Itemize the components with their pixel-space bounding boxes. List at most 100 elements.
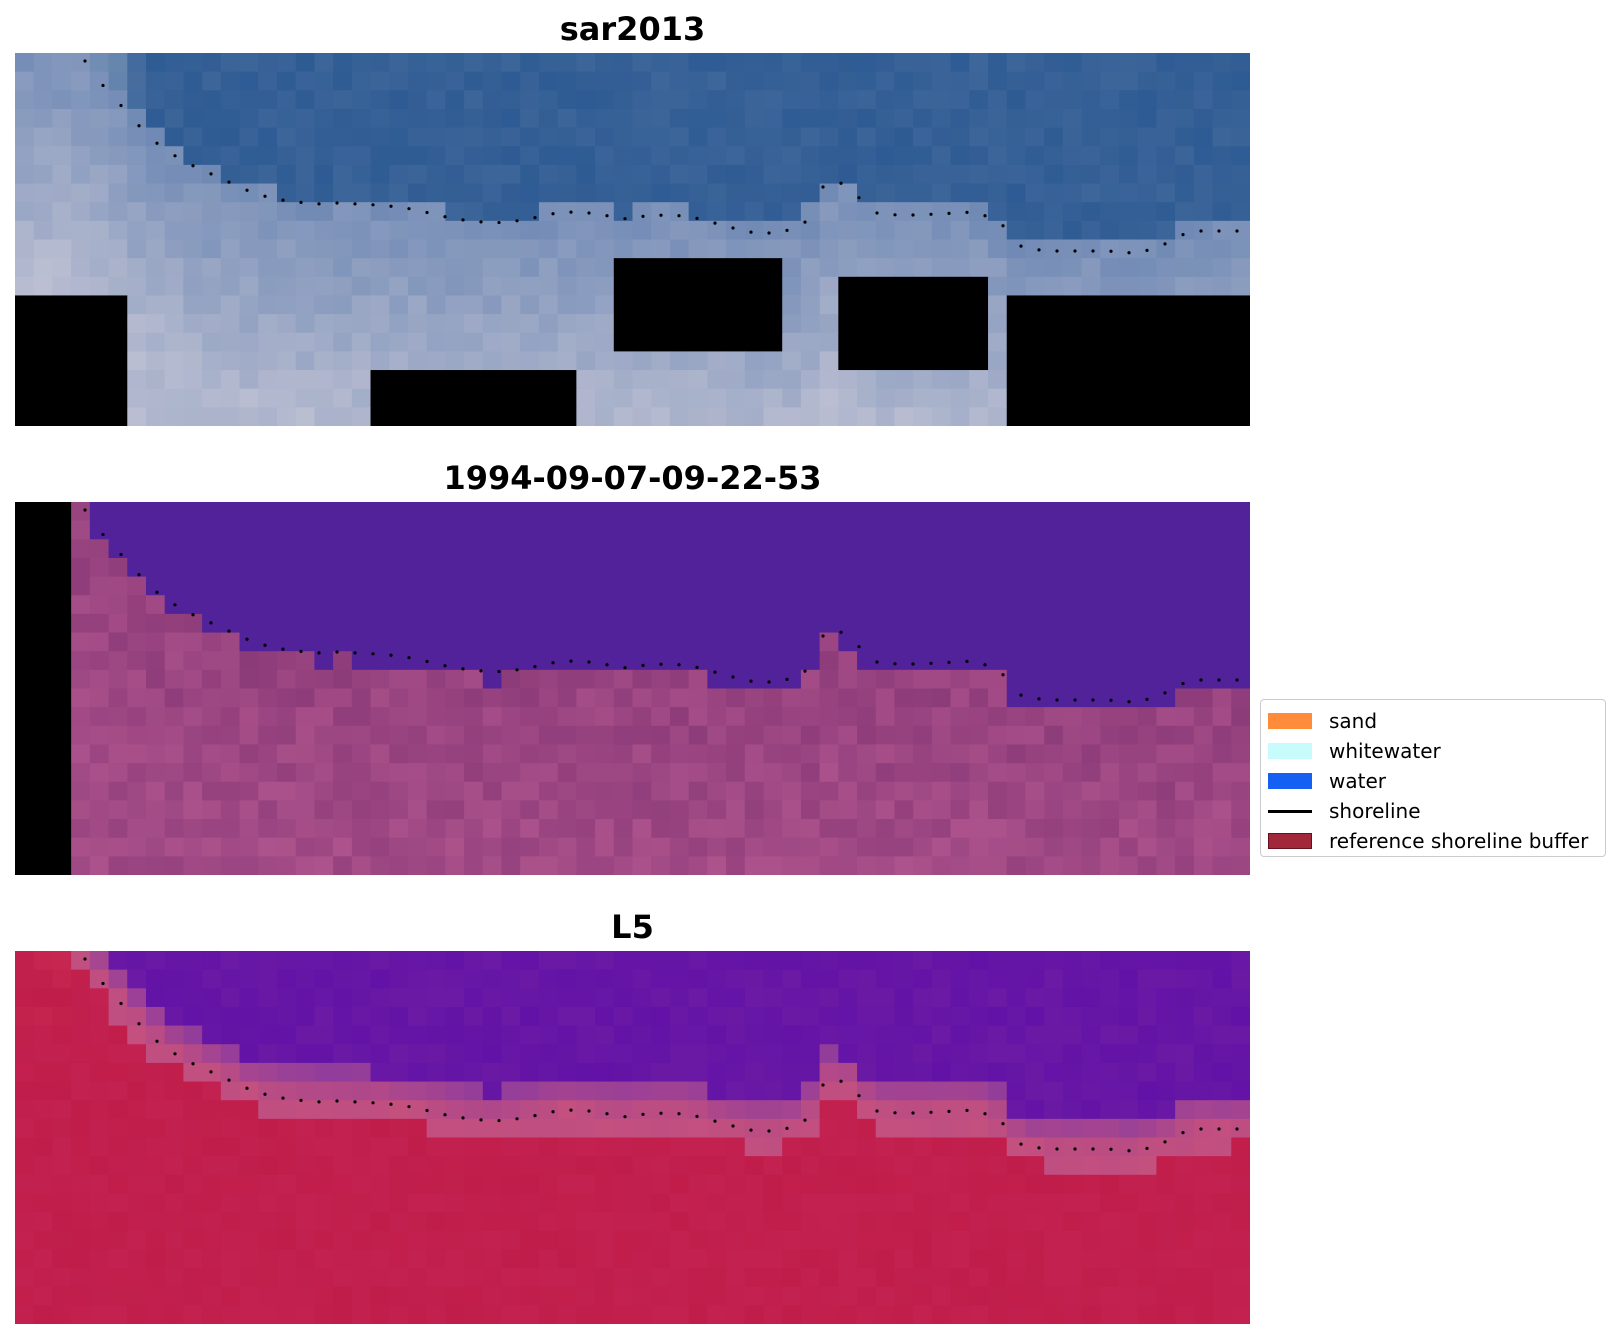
rgb-pixel	[202, 407, 222, 426]
class-pixel	[370, 520, 390, 540]
rgb-pixel	[258, 332, 278, 352]
class-pixel	[127, 744, 147, 764]
class-pixel	[707, 613, 727, 634]
class-pixel	[1193, 520, 1214, 540]
class-pixel	[538, 520, 559, 540]
class-pixel	[857, 502, 877, 522]
rgb-pixel	[632, 370, 652, 390]
rgb-pixel	[1006, 146, 1027, 166]
class-pixel	[1175, 800, 1195, 820]
index-pixel	[1081, 1174, 1101, 1195]
rgb-pixel	[782, 239, 802, 259]
rgb-pixel	[875, 370, 896, 390]
rgb-pixel	[1100, 127, 1120, 147]
rgb-pixel	[988, 276, 1008, 297]
class-pixel	[913, 725, 933, 746]
class-pixel	[1212, 725, 1232, 746]
index-pixel	[894, 1286, 914, 1306]
index-pixel	[931, 1025, 952, 1045]
class-pixel	[538, 725, 559, 746]
rgb-pixel	[52, 332, 72, 352]
rgb-pixel	[33, 407, 54, 426]
class-pixel	[1044, 502, 1064, 522]
rgb-pixel	[1100, 388, 1120, 408]
rgb-pixel	[183, 220, 203, 241]
rgb-pixel	[838, 388, 858, 408]
index-pixel	[557, 1230, 577, 1250]
rgb-pixel	[520, 90, 540, 110]
index-pixel	[258, 1081, 278, 1101]
class-pixel	[1231, 819, 1250, 839]
index-pixel	[1006, 969, 1027, 989]
class-pixel	[239, 651, 259, 671]
shoreline-point	[1001, 1122, 1005, 1126]
class-pixel	[576, 557, 596, 578]
class-pixel	[1137, 725, 1158, 746]
rgb-pixel	[482, 351, 503, 371]
shoreline-point	[587, 660, 591, 664]
rgb-pixel	[1081, 220, 1101, 241]
class-pixel	[576, 595, 596, 615]
rgb-pixel	[1231, 146, 1250, 166]
rgb-pixel	[988, 332, 1008, 352]
class-pixel	[1193, 837, 1214, 857]
rgb-pixel	[595, 220, 615, 241]
class-pixel	[370, 819, 390, 839]
rgb-pixel	[239, 388, 259, 408]
class-pixel	[1081, 613, 1101, 634]
rgb-pixel	[33, 108, 54, 129]
rgb-pixel	[819, 220, 839, 241]
rgb-pixel	[108, 183, 128, 203]
rgb-pixel	[1062, 53, 1083, 73]
shoreline-point	[605, 1112, 609, 1116]
index-pixel	[894, 1230, 914, 1250]
index-pixel	[894, 1249, 914, 1269]
class-pixel	[1156, 595, 1176, 615]
class-pixel	[857, 688, 877, 708]
index-pixel	[875, 988, 896, 1008]
rgb-pixel	[370, 370, 390, 390]
index-pixel	[314, 1230, 334, 1250]
shoreline-point	[209, 621, 213, 625]
class-pixel	[557, 856, 577, 875]
index-pixel	[145, 1174, 166, 1195]
class-pixel	[894, 613, 914, 634]
class-pixel	[894, 763, 914, 783]
class-pixel	[71, 669, 91, 690]
class-pixel	[1212, 819, 1232, 839]
index-pixel	[370, 1006, 390, 1027]
rgb-pixel	[258, 71, 278, 91]
rgb-pixel	[651, 220, 671, 241]
class-pixel	[183, 688, 203, 708]
index-pixel	[1175, 1268, 1195, 1288]
index-pixel	[632, 1156, 652, 1176]
class-pixel	[894, 632, 914, 652]
rgb-pixel	[894, 388, 914, 408]
rgb-pixel	[295, 258, 315, 278]
rgb-pixel	[913, 71, 933, 91]
class-pixel	[520, 595, 540, 615]
index-pixel	[501, 1156, 521, 1176]
class-pixel	[314, 688, 334, 708]
index-pixel	[426, 1212, 446, 1232]
index-pixel	[464, 1137, 484, 1157]
rgb-pixel	[726, 351, 746, 371]
class-pixel	[351, 819, 372, 839]
rgb-pixel	[333, 407, 353, 426]
rgb-pixel	[239, 370, 259, 390]
index-pixel	[276, 1286, 297, 1306]
rgb-pixel	[875, 164, 896, 185]
index-pixel	[389, 1174, 409, 1195]
class-pixel	[538, 688, 559, 708]
rgb-pixel	[351, 90, 372, 110]
class-pixel	[258, 520, 278, 540]
index-pixel	[1100, 969, 1120, 989]
class-pixel	[295, 576, 315, 596]
rgb-pixel	[1100, 90, 1120, 110]
index-pixel	[426, 951, 446, 971]
class-pixel	[669, 669, 690, 690]
rgb-pixel	[482, 370, 503, 390]
class-pixel	[407, 651, 428, 671]
index-pixel	[1231, 1156, 1250, 1176]
index-pixel	[239, 1249, 259, 1269]
